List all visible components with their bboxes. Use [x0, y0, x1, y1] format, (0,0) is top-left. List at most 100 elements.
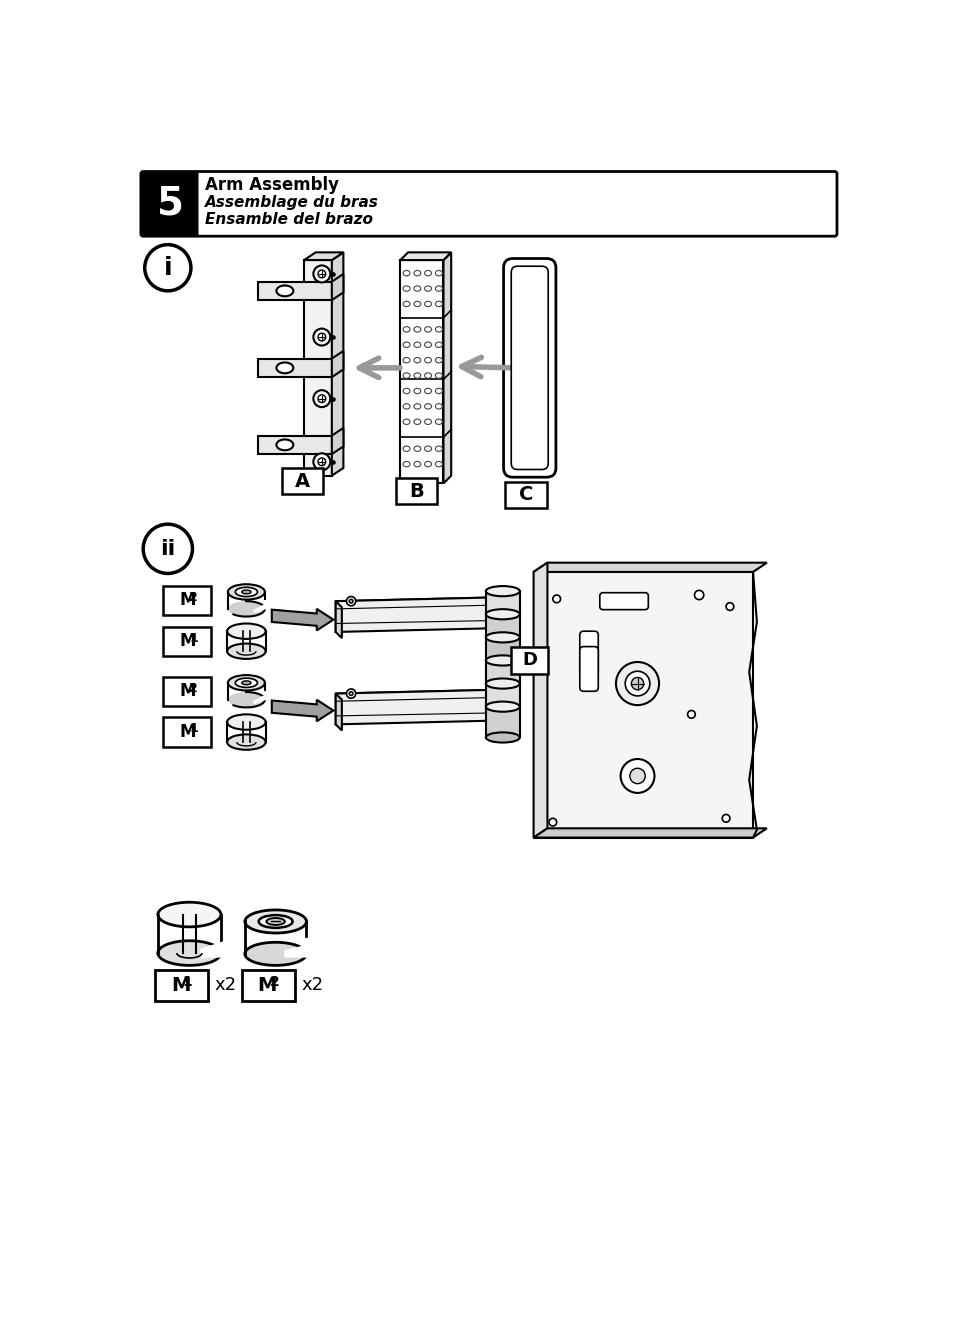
Ellipse shape — [485, 701, 519, 712]
Circle shape — [620, 758, 654, 793]
Ellipse shape — [435, 357, 442, 363]
Polygon shape — [533, 563, 766, 572]
Text: 5: 5 — [156, 185, 183, 223]
Polygon shape — [485, 591, 519, 615]
Text: ii: ii — [160, 539, 175, 559]
Polygon shape — [332, 273, 343, 300]
Ellipse shape — [485, 678, 519, 689]
FancyBboxPatch shape — [163, 717, 211, 746]
Ellipse shape — [403, 271, 410, 276]
Circle shape — [346, 689, 355, 698]
Text: Ensamble del brazo: Ensamble del brazo — [205, 212, 373, 227]
Polygon shape — [533, 828, 766, 837]
Circle shape — [145, 245, 191, 291]
Polygon shape — [304, 252, 343, 260]
Polygon shape — [304, 260, 332, 476]
Ellipse shape — [403, 343, 410, 348]
FancyBboxPatch shape — [241, 970, 294, 1001]
Text: M: M — [257, 976, 276, 994]
Circle shape — [721, 814, 729, 822]
Circle shape — [687, 710, 695, 718]
Circle shape — [346, 597, 355, 605]
Ellipse shape — [424, 373, 431, 379]
Ellipse shape — [414, 285, 420, 291]
Text: 1: 1 — [190, 722, 198, 736]
Ellipse shape — [245, 910, 306, 933]
Ellipse shape — [227, 644, 265, 659]
Ellipse shape — [266, 918, 285, 925]
Ellipse shape — [403, 327, 410, 332]
Circle shape — [694, 591, 703, 600]
FancyBboxPatch shape — [163, 585, 211, 615]
FancyBboxPatch shape — [154, 970, 208, 1001]
FancyBboxPatch shape — [511, 648, 548, 673]
Ellipse shape — [227, 714, 265, 729]
Text: A: A — [294, 472, 310, 491]
Circle shape — [317, 333, 325, 341]
Ellipse shape — [276, 363, 293, 373]
Ellipse shape — [414, 271, 420, 276]
Ellipse shape — [435, 285, 442, 291]
Text: x2: x2 — [213, 976, 236, 994]
Polygon shape — [485, 637, 519, 660]
Text: x2: x2 — [301, 976, 323, 994]
Ellipse shape — [435, 343, 442, 348]
Text: D: D — [521, 652, 537, 669]
Polygon shape — [201, 941, 225, 957]
Ellipse shape — [403, 388, 410, 393]
Ellipse shape — [403, 419, 410, 424]
Ellipse shape — [276, 285, 293, 296]
Text: 2: 2 — [190, 591, 198, 604]
Ellipse shape — [403, 301, 410, 307]
Ellipse shape — [414, 404, 420, 409]
Ellipse shape — [435, 419, 442, 424]
Ellipse shape — [424, 461, 431, 467]
Ellipse shape — [228, 601, 265, 617]
Ellipse shape — [403, 404, 410, 409]
Circle shape — [317, 271, 325, 277]
Ellipse shape — [424, 447, 431, 452]
Ellipse shape — [424, 327, 431, 332]
Ellipse shape — [414, 301, 420, 307]
Polygon shape — [253, 603, 269, 613]
FancyBboxPatch shape — [579, 632, 598, 676]
Text: 2: 2 — [190, 681, 198, 694]
Polygon shape — [400, 260, 443, 484]
Ellipse shape — [424, 388, 431, 393]
Ellipse shape — [241, 591, 251, 595]
Ellipse shape — [414, 373, 420, 379]
Circle shape — [349, 692, 353, 696]
Circle shape — [349, 600, 353, 603]
FancyBboxPatch shape — [143, 173, 197, 233]
Ellipse shape — [157, 902, 221, 926]
FancyBboxPatch shape — [281, 468, 323, 495]
Text: Assemblage du bras: Assemblage du bras — [205, 195, 378, 209]
Polygon shape — [335, 597, 504, 608]
Text: M: M — [179, 722, 195, 741]
Circle shape — [313, 329, 330, 345]
Ellipse shape — [414, 357, 420, 363]
Text: 1: 1 — [190, 632, 198, 645]
Ellipse shape — [424, 271, 431, 276]
Polygon shape — [400, 252, 451, 260]
Ellipse shape — [435, 327, 442, 332]
FancyBboxPatch shape — [141, 172, 836, 236]
Text: M: M — [179, 682, 195, 700]
Circle shape — [317, 459, 325, 465]
Ellipse shape — [435, 388, 442, 393]
Ellipse shape — [424, 301, 431, 307]
Ellipse shape — [258, 916, 293, 928]
FancyBboxPatch shape — [503, 259, 556, 477]
Ellipse shape — [276, 440, 293, 451]
Ellipse shape — [403, 357, 410, 363]
Polygon shape — [335, 601, 341, 639]
Ellipse shape — [414, 447, 420, 452]
FancyBboxPatch shape — [504, 481, 546, 508]
Circle shape — [631, 677, 643, 689]
Ellipse shape — [227, 624, 265, 639]
FancyBboxPatch shape — [163, 677, 211, 706]
Text: Arm Assembly: Arm Assembly — [205, 176, 338, 195]
Text: B: B — [409, 481, 423, 501]
Ellipse shape — [435, 447, 442, 452]
Polygon shape — [335, 689, 498, 724]
